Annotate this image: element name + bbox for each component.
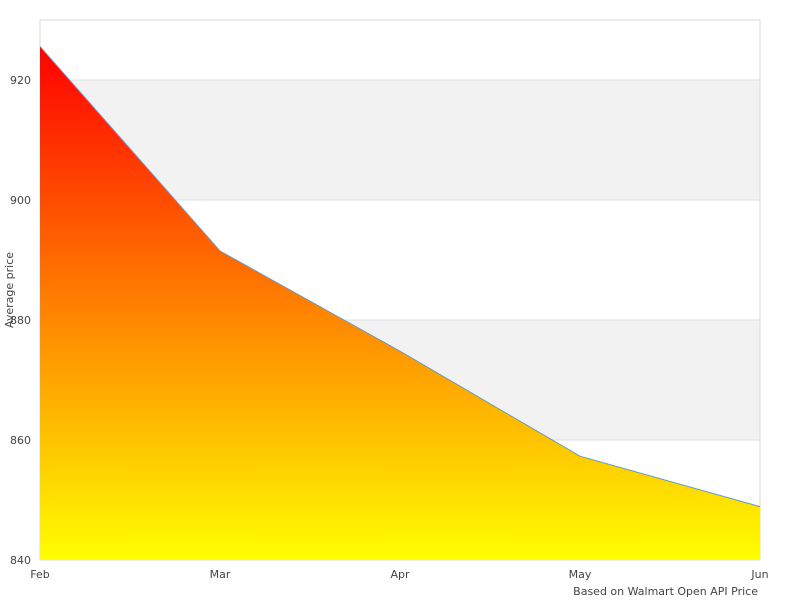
x-tick-label: Apr [390, 568, 410, 581]
x-tick-label: Feb [30, 568, 49, 581]
y-tick-label: 920 [10, 74, 31, 87]
y-tick-label: 880 [10, 314, 31, 327]
y-tick-label: 840 [10, 554, 31, 567]
series-area [39, 46, 761, 560]
y-tick-label: 860 [10, 434, 31, 447]
x-tick-label: Jun [750, 568, 768, 581]
area-fill [40, 46, 760, 560]
x-axis-ticks: Feb Mar Apr May Jun [30, 568, 768, 581]
y-axis-ticks: 840 860 880 900 920 [10, 74, 31, 567]
grid-band [40, 80, 760, 200]
x-tick-label: Mar [210, 568, 231, 581]
y-axis-title: Average price [3, 252, 16, 328]
series-line [39, 46, 761, 508]
x-tick-label: May [569, 568, 592, 581]
data-point-jun[interactable] [756, 503, 764, 511]
credit-label[interactable]: Based on Walmart Open API Price [573, 585, 758, 598]
data-point-mar[interactable] [216, 247, 224, 255]
data-point-apr[interactable] [396, 347, 404, 355]
y-tick-label: 900 [10, 194, 31, 207]
data-point-feb[interactable] [36, 42, 44, 50]
data-point-may[interactable] [576, 452, 584, 460]
